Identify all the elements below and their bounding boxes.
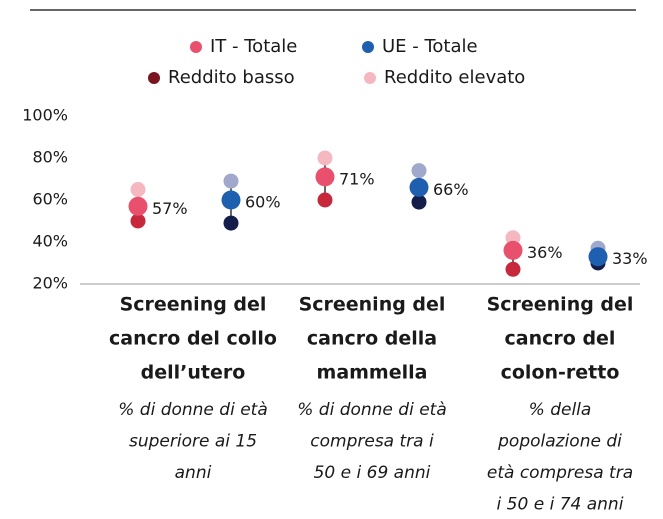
total-dot: [221, 190, 241, 210]
total-dot: [588, 247, 608, 267]
category-subtitle: % di donne di età: [297, 400, 447, 420]
category-subtitle: età compresa tra: [487, 463, 633, 483]
dot: [130, 213, 146, 229]
category-title: mammella: [317, 362, 428, 384]
y-tick-label: 100%: [22, 106, 68, 125]
dot: [411, 194, 427, 210]
category-subtitle: superiore ai 15: [129, 432, 257, 452]
category-subtitle: compresa tra i: [310, 432, 434, 452]
value-label: 60%: [245, 193, 281, 212]
category-subtitle: anni: [175, 463, 212, 483]
category-title: colon-retto: [501, 362, 620, 384]
category-subtitle: i 50 e i 74 anni: [497, 495, 624, 515]
legend-swatch: [148, 72, 160, 84]
legend-label: UE - Totale: [382, 36, 478, 57]
legend-swatch: [364, 72, 376, 84]
dot: [505, 261, 521, 277]
total-dot: [503, 240, 523, 260]
dot: [505, 230, 521, 246]
category-subtitle: % di donne di età: [118, 400, 268, 420]
y-tick-label: 60%: [32, 190, 68, 209]
value-label: 66%: [433, 180, 469, 199]
dot: [317, 150, 333, 166]
total-dot: [409, 177, 429, 197]
category-title: Screening del: [120, 294, 267, 316]
dot: [223, 215, 239, 231]
dot: [130, 182, 146, 197]
legend-swatch: [362, 41, 374, 53]
total-dot: [315, 167, 335, 187]
value-label: 71%: [339, 169, 375, 188]
category-title: cancro del: [505, 328, 616, 350]
legend-label: IT - Totale: [210, 36, 297, 57]
category-subtitle: 50 e i 69 anni: [314, 463, 431, 483]
legend-swatch: [190, 41, 202, 53]
legend-label: Reddito elevato: [384, 67, 525, 88]
legend-label: Reddito basso: [168, 67, 295, 88]
y-tick-label: 20%: [32, 274, 68, 293]
category-title: Screening del: [299, 294, 446, 316]
dot: [223, 173, 239, 189]
category-title: dell’utero: [141, 362, 246, 384]
category-subtitle: popolazione di: [497, 432, 622, 452]
category-subtitle: % della: [529, 400, 592, 420]
y-tick-label: 40%: [32, 232, 68, 251]
dot: [411, 163, 427, 179]
total-dot: [128, 196, 148, 216]
value-label: 36%: [527, 243, 563, 262]
value-label: 33%: [612, 249, 648, 268]
y-tick-label: 80%: [32, 148, 68, 167]
category-title: cancro della: [307, 328, 437, 350]
category-title: Screening del: [487, 294, 634, 316]
dot: [317, 192, 333, 208]
category-title: cancro del collo: [109, 328, 277, 350]
value-label: 57%: [152, 199, 188, 218]
